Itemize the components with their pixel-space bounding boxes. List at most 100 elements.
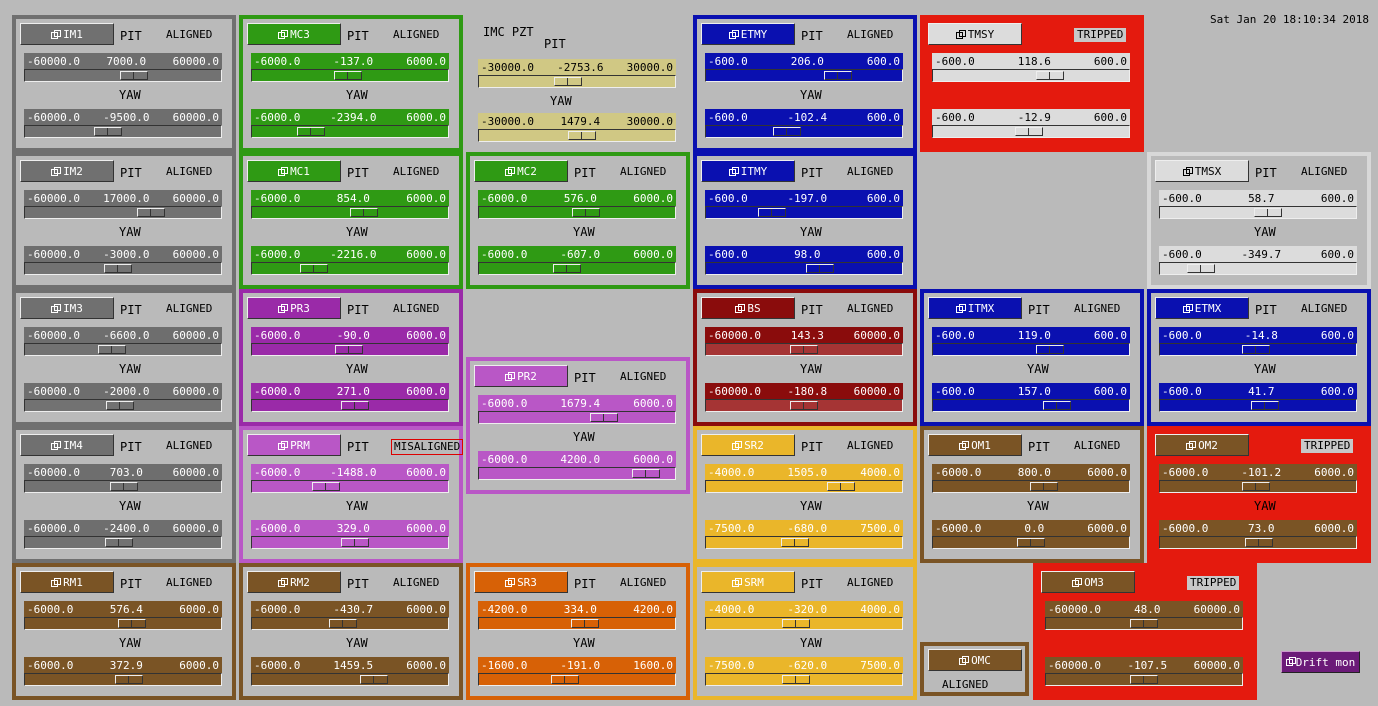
srm-button[interactable]: SRM — [701, 571, 795, 593]
pit-slider-thumb[interactable] — [790, 345, 819, 354]
yaw-slider[interactable] — [251, 673, 449, 686]
pit-slider-thumb[interactable] — [1241, 345, 1270, 354]
pit-slider-thumb[interactable] — [1242, 482, 1271, 491]
itmx-button[interactable]: ITMX — [928, 297, 1022, 319]
yaw-slider[interactable] — [24, 536, 222, 549]
rm1-button[interactable]: RM1 — [20, 571, 114, 593]
yaw-slider-thumb[interactable] — [1014, 127, 1043, 136]
yaw-slider[interactable] — [24, 399, 222, 412]
yaw-slider-thumb[interactable] — [104, 264, 133, 273]
pit-slider-thumb[interactable] — [349, 208, 378, 217]
pit-slider-thumb[interactable] — [1030, 482, 1059, 491]
im4-button[interactable]: IM4 — [20, 434, 114, 456]
pit-slider-thumb[interactable] — [110, 482, 139, 491]
pit-slider-thumb[interactable] — [98, 345, 127, 354]
pit-slider[interactable] — [24, 343, 222, 356]
pit-slider-thumb[interactable] — [1036, 71, 1065, 80]
pit-slider[interactable] — [1159, 343, 1357, 356]
yaw-slider[interactable] — [24, 673, 222, 686]
yaw-slider-thumb[interactable] — [1245, 538, 1274, 547]
pr2-button[interactable]: PR2 — [474, 365, 568, 387]
pit-slider-thumb[interactable] — [782, 619, 811, 628]
pit-slider[interactable] — [478, 617, 676, 630]
pit-slider[interactable] — [251, 480, 449, 493]
yaw-slider-thumb[interactable] — [105, 401, 134, 410]
om3-button[interactable]: OM3 — [1041, 571, 1135, 593]
pit-slider[interactable] — [705, 617, 903, 630]
pit-slider[interactable] — [251, 206, 449, 219]
rm2-button[interactable]: RM2 — [247, 571, 341, 593]
yaw-slider-thumb[interactable] — [553, 264, 581, 273]
pit-slider[interactable] — [932, 343, 1130, 356]
yaw-slider[interactable] — [705, 399, 903, 412]
sr3-button[interactable]: SR3 — [474, 571, 568, 593]
prm-button[interactable]: PRM — [247, 434, 341, 456]
yaw-slider-thumb[interactable] — [1250, 401, 1279, 410]
yaw-slider[interactable] — [932, 536, 1130, 549]
itmy-button[interactable]: ITMY — [701, 160, 795, 182]
pit-slider[interactable] — [705, 343, 903, 356]
yaw-slider[interactable] — [251, 399, 449, 412]
pit-slider[interactable] — [24, 206, 222, 219]
yaw-slider-thumb[interactable] — [773, 127, 802, 136]
om1-button[interactable]: OM1 — [928, 434, 1022, 456]
pit-slider-thumb[interactable] — [328, 619, 357, 628]
pit-slider[interactable] — [24, 480, 222, 493]
imc-yaw-slider[interactable] — [478, 129, 676, 142]
pit-slider-thumb[interactable] — [120, 71, 149, 80]
im2-button[interactable]: IM2 — [20, 160, 114, 182]
yaw-slider-thumb[interactable] — [1017, 538, 1045, 547]
yaw-slider-thumb[interactable] — [299, 264, 328, 273]
pit-slider[interactable] — [251, 69, 449, 82]
pit-slider-thumb[interactable] — [570, 619, 599, 628]
imc-pit-slider[interactable] — [478, 75, 676, 88]
yaw-slider[interactable] — [705, 262, 903, 275]
etmy-button[interactable]: ETMY — [701, 23, 795, 45]
pit-slider[interactable] — [932, 480, 1130, 493]
yaw-slider[interactable] — [478, 673, 676, 686]
pit-slider[interactable] — [705, 206, 903, 219]
om2-button[interactable]: OM2 — [1155, 434, 1249, 456]
yaw-slider[interactable] — [705, 125, 903, 138]
yaw-slider-thumb[interactable] — [806, 264, 835, 273]
pit-slider-thumb[interactable] — [1253, 208, 1282, 217]
yaw-slider[interactable] — [1159, 399, 1357, 412]
pit-slider-thumb[interactable] — [823, 71, 852, 80]
yaw-slider-thumb[interactable] — [93, 127, 122, 136]
yaw-slider-thumb[interactable] — [1186, 264, 1215, 273]
im3-button[interactable]: IM3 — [20, 297, 114, 319]
yaw-slider[interactable] — [1045, 673, 1243, 686]
yaw-slider-thumb[interactable] — [296, 127, 325, 136]
yaw-slider[interactable] — [251, 125, 449, 138]
pit-slider-thumb[interactable] — [136, 208, 165, 217]
pit-slider[interactable] — [705, 69, 903, 82]
imc-pit-slider-thumb[interactable] — [553, 77, 582, 86]
yaw-slider-thumb[interactable] — [781, 675, 810, 684]
yaw-slider[interactable] — [932, 125, 1130, 138]
pit-slider-thumb[interactable] — [590, 413, 619, 422]
yaw-slider-thumb[interactable] — [105, 538, 134, 547]
pit-slider-thumb[interactable] — [1036, 345, 1065, 354]
mc2-button[interactable]: MC2 — [474, 160, 568, 182]
tmsx-button[interactable]: TMSX — [1155, 160, 1249, 182]
pit-slider[interactable] — [705, 480, 903, 493]
yaw-slider[interactable] — [24, 125, 222, 138]
pit-slider-thumb[interactable] — [572, 208, 601, 217]
pit-slider-thumb[interactable] — [333, 71, 362, 80]
pit-slider[interactable] — [478, 411, 676, 424]
pit-slider[interactable] — [478, 206, 676, 219]
yaw-slider[interactable] — [478, 467, 676, 480]
pit-slider[interactable] — [24, 617, 222, 630]
yaw-slider[interactable] — [251, 536, 449, 549]
yaw-slider-thumb[interactable] — [789, 401, 818, 410]
yaw-slider-thumb[interactable] — [115, 675, 144, 684]
pit-slider[interactable] — [1159, 480, 1357, 493]
pit-slider-thumb[interactable] — [826, 482, 855, 491]
pit-slider[interactable] — [251, 617, 449, 630]
pit-slider[interactable] — [932, 69, 1130, 82]
pit-slider-thumb[interactable] — [757, 208, 786, 217]
sr2-button[interactable]: SR2 — [701, 434, 795, 456]
pr3-button[interactable]: PR3 — [247, 297, 341, 319]
pit-slider[interactable] — [24, 69, 222, 82]
mc3-button[interactable]: MC3 — [247, 23, 341, 45]
